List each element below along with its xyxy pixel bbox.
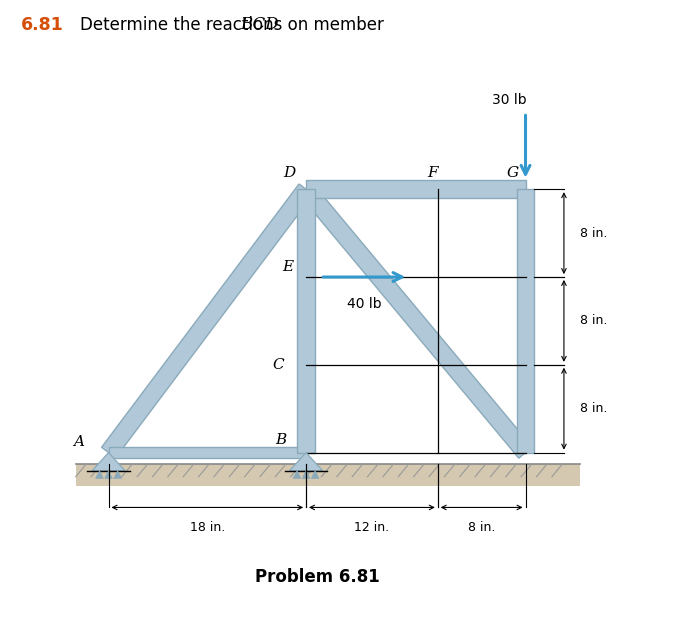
Text: 8 in.: 8 in. <box>581 402 608 415</box>
Text: A: A <box>73 435 85 449</box>
Text: 40 lb: 40 lb <box>347 297 382 311</box>
Polygon shape <box>311 470 319 478</box>
Text: 18 in.: 18 in. <box>190 520 225 534</box>
Polygon shape <box>102 184 313 458</box>
Polygon shape <box>297 189 315 452</box>
Bar <box>76 463 581 486</box>
Text: 30 lb: 30 lb <box>492 93 527 107</box>
Text: .: . <box>266 16 272 34</box>
Text: 8 in.: 8 in. <box>581 227 608 239</box>
Text: Problem 6.81: Problem 6.81 <box>254 568 380 586</box>
Polygon shape <box>293 470 301 478</box>
Polygon shape <box>299 184 532 458</box>
Text: C: C <box>272 358 284 372</box>
Polygon shape <box>92 452 125 470</box>
Polygon shape <box>290 452 322 470</box>
Text: BCD: BCD <box>240 16 279 33</box>
Text: G: G <box>507 166 518 180</box>
Polygon shape <box>114 470 121 478</box>
Text: 8 in.: 8 in. <box>581 314 608 328</box>
Text: F: F <box>427 166 437 180</box>
Text: 12 in.: 12 in. <box>354 520 389 534</box>
Polygon shape <box>302 470 310 478</box>
Polygon shape <box>306 180 525 198</box>
Text: 6.81: 6.81 <box>21 16 64 34</box>
Polygon shape <box>517 189 534 452</box>
Text: E: E <box>282 260 293 274</box>
Polygon shape <box>96 470 103 478</box>
Text: D: D <box>283 166 295 180</box>
Polygon shape <box>105 470 112 478</box>
Text: B: B <box>275 433 286 447</box>
Text: Determine the reactions on member: Determine the reactions on member <box>80 16 389 34</box>
Polygon shape <box>109 447 306 458</box>
Text: 8 in.: 8 in. <box>468 520 495 534</box>
